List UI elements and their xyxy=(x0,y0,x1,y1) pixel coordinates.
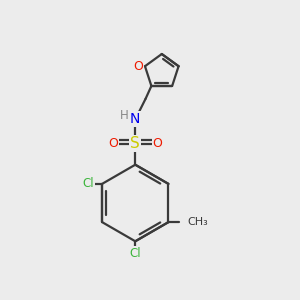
Text: N: N xyxy=(130,112,140,126)
Text: Cl: Cl xyxy=(82,177,94,190)
Text: H: H xyxy=(120,109,128,122)
Text: Cl: Cl xyxy=(130,248,141,260)
Text: O: O xyxy=(108,137,118,150)
Text: CH₃: CH₃ xyxy=(187,217,208,227)
Text: O: O xyxy=(134,60,143,73)
Text: O: O xyxy=(153,137,163,150)
Text: S: S xyxy=(130,136,140,151)
